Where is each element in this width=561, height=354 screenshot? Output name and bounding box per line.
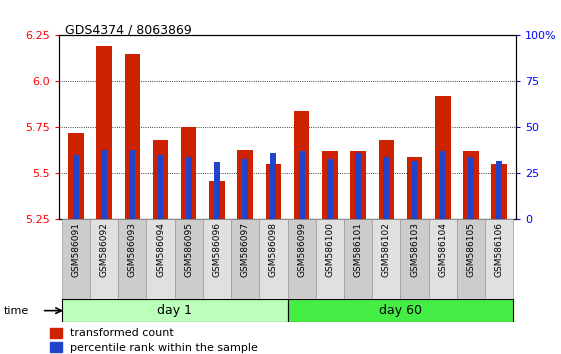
Bar: [209, 181, 225, 219]
Text: GSM586102: GSM586102: [382, 222, 391, 277]
Bar: [496, 161, 502, 219]
FancyBboxPatch shape: [429, 219, 457, 299]
Bar: [96, 46, 112, 219]
FancyBboxPatch shape: [288, 299, 513, 322]
FancyBboxPatch shape: [174, 219, 203, 299]
Bar: [242, 159, 248, 219]
FancyBboxPatch shape: [372, 219, 401, 299]
FancyBboxPatch shape: [62, 299, 288, 322]
FancyBboxPatch shape: [259, 219, 288, 299]
Bar: [101, 149, 107, 219]
Text: GSM586106: GSM586106: [495, 222, 504, 277]
Bar: [322, 152, 338, 219]
Legend: transformed count, percentile rank within the sample: transformed count, percentile rank withi…: [50, 328, 258, 353]
FancyBboxPatch shape: [288, 219, 316, 299]
FancyBboxPatch shape: [90, 219, 118, 299]
Bar: [491, 164, 507, 219]
FancyBboxPatch shape: [344, 219, 372, 299]
Text: day 60: day 60: [379, 304, 422, 317]
Bar: [186, 157, 192, 219]
Bar: [355, 153, 361, 219]
Bar: [435, 96, 450, 219]
Text: GSM586099: GSM586099: [297, 222, 306, 277]
Bar: [379, 140, 394, 219]
Bar: [125, 54, 140, 219]
Text: GSM586097: GSM586097: [241, 222, 250, 277]
Bar: [440, 152, 445, 219]
Text: GSM586093: GSM586093: [128, 222, 137, 277]
Bar: [294, 111, 309, 219]
Text: GSM586092: GSM586092: [99, 222, 109, 277]
Text: GSM586091: GSM586091: [71, 222, 80, 277]
Bar: [130, 149, 135, 219]
Text: GSM586103: GSM586103: [410, 222, 419, 277]
Bar: [298, 152, 305, 219]
Bar: [266, 164, 281, 219]
FancyBboxPatch shape: [457, 219, 485, 299]
FancyBboxPatch shape: [118, 219, 146, 299]
Text: GSM586094: GSM586094: [156, 222, 165, 277]
Bar: [270, 153, 277, 219]
Text: GSM586104: GSM586104: [438, 222, 447, 277]
Text: GSM586100: GSM586100: [325, 222, 334, 277]
FancyBboxPatch shape: [146, 219, 174, 299]
Bar: [407, 157, 422, 219]
Bar: [463, 152, 479, 219]
Bar: [327, 159, 333, 219]
Text: GSM586096: GSM586096: [213, 222, 222, 277]
Text: GSM586105: GSM586105: [466, 222, 476, 277]
FancyBboxPatch shape: [401, 219, 429, 299]
FancyBboxPatch shape: [316, 219, 344, 299]
Bar: [214, 162, 220, 219]
Text: time: time: [3, 306, 29, 316]
Text: GSM586098: GSM586098: [269, 222, 278, 277]
Bar: [153, 140, 168, 219]
Text: GSM586095: GSM586095: [184, 222, 193, 277]
Text: day 1: day 1: [157, 304, 192, 317]
FancyBboxPatch shape: [485, 219, 513, 299]
Bar: [237, 149, 253, 219]
Bar: [412, 161, 417, 219]
Text: GSM586101: GSM586101: [353, 222, 362, 277]
Bar: [68, 133, 84, 219]
Bar: [350, 152, 366, 219]
Bar: [73, 155, 79, 219]
Bar: [468, 157, 474, 219]
Bar: [158, 155, 163, 219]
FancyBboxPatch shape: [231, 219, 259, 299]
FancyBboxPatch shape: [203, 219, 231, 299]
Text: GDS4374 / 8063869: GDS4374 / 8063869: [65, 23, 191, 36]
Bar: [181, 127, 196, 219]
FancyBboxPatch shape: [62, 219, 90, 299]
Bar: [383, 157, 389, 219]
